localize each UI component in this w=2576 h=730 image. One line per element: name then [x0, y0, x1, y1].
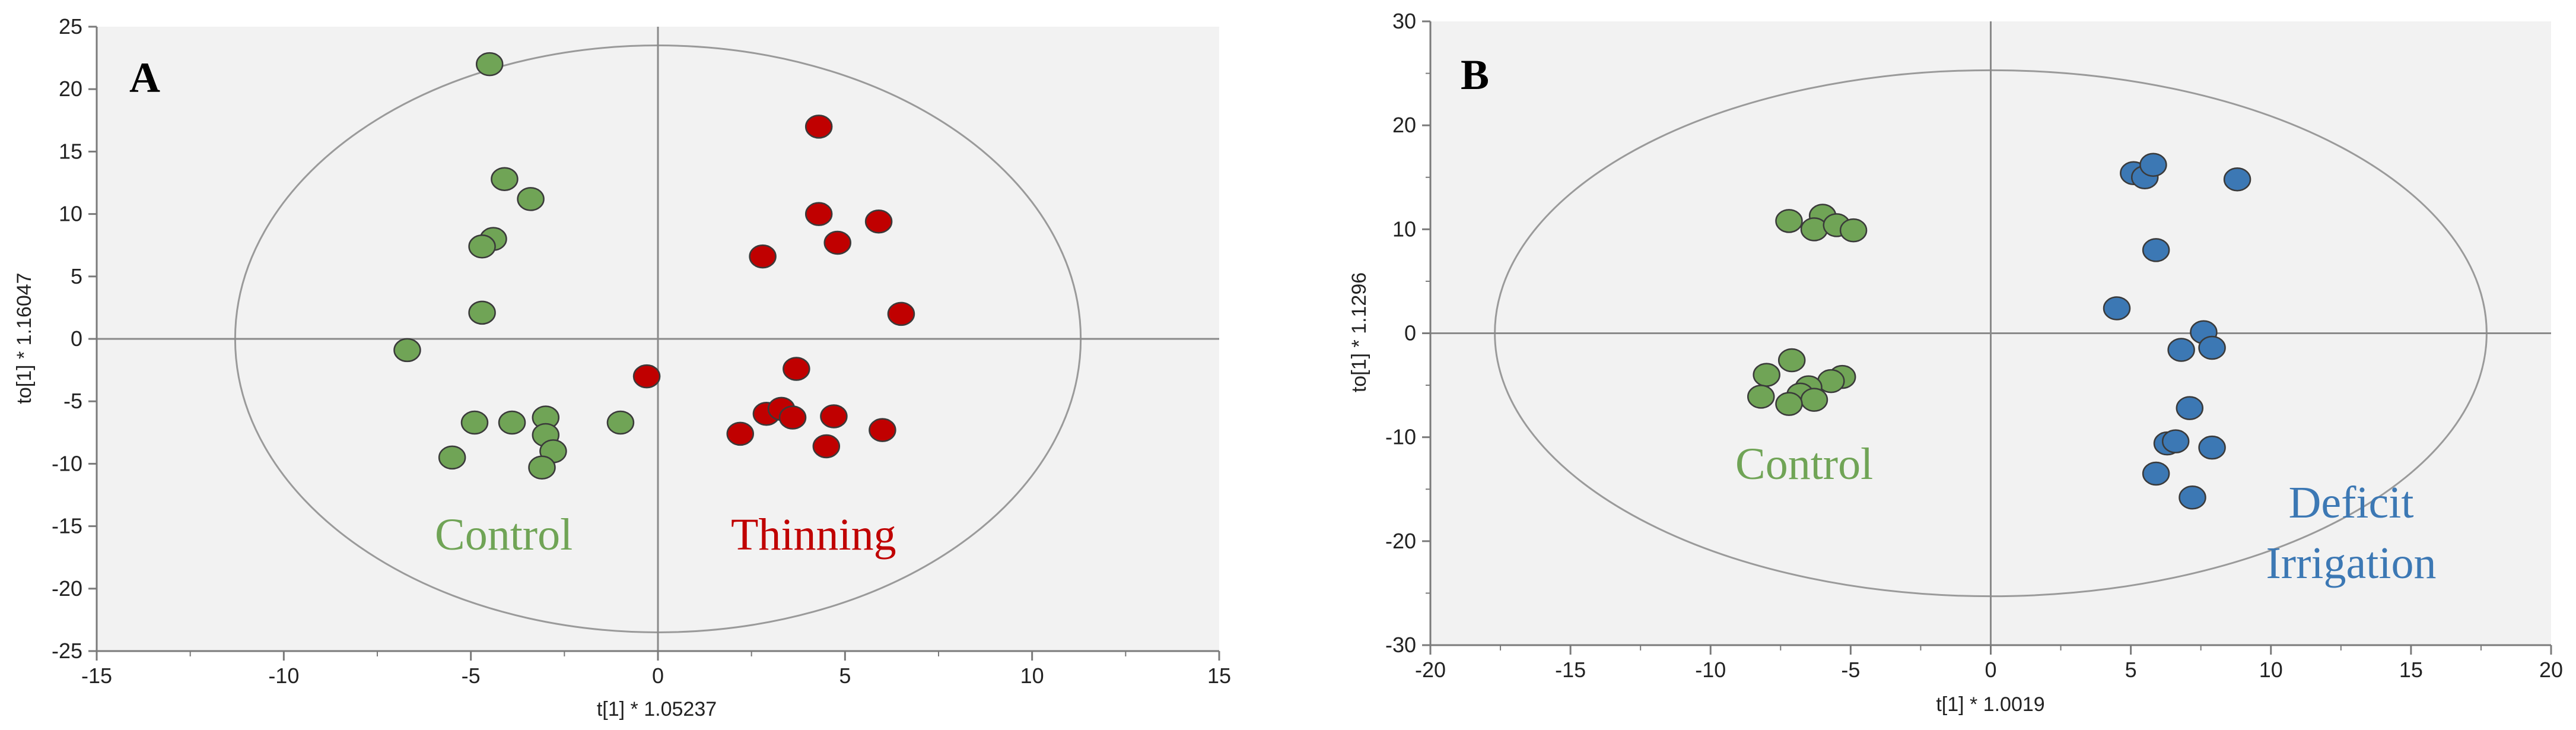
group-label-control: Control — [1735, 439, 1873, 489]
data-point-deficit-irrigation — [2167, 338, 2195, 362]
data-point-control — [468, 234, 496, 259]
x-tick-label: 15 — [2399, 658, 2423, 682]
y-tick-label: -25 — [52, 639, 82, 663]
panel-label: A — [129, 54, 160, 101]
data-point-thinning — [823, 230, 851, 255]
y-tick-label: -10 — [52, 451, 82, 475]
data-point-control — [460, 410, 489, 435]
data-point-control — [606, 410, 635, 435]
x-axis-title: t[1] * 1.05237 — [597, 698, 717, 721]
y-tick-label: -20 — [1385, 529, 1416, 553]
x-tick-label: -15 — [1555, 658, 1586, 682]
data-points — [1747, 153, 2251, 510]
y-tick-label: 20 — [1392, 113, 1416, 137]
data-point-thinning — [726, 421, 754, 446]
data-point-thinning — [887, 301, 915, 326]
data-point-deficit-irrigation — [2198, 335, 2226, 360]
data-point-deficit-irrigation — [2198, 435, 2226, 460]
data-point-control — [1753, 363, 1780, 387]
data-point-deficit-irrigation — [2139, 153, 2167, 177]
y-tick-label: 25 — [59, 14, 82, 39]
data-point-thinning — [632, 364, 661, 389]
group-label-control: Control — [435, 510, 573, 560]
x-tick-label: -15 — [81, 664, 112, 688]
data-point-control — [528, 455, 556, 480]
data-points — [393, 52, 915, 480]
data-point-thinning — [804, 115, 833, 139]
x-tick-label: -20 — [1415, 658, 1446, 682]
data-point-deficit-irrigation — [2179, 485, 2206, 510]
x-tick-label: 5 — [2125, 658, 2137, 682]
y-tick-label: 30 — [1392, 9, 1416, 33]
y-tick-label: -20 — [52, 576, 82, 601]
data-point-deficit-irrigation — [2103, 296, 2131, 320]
y-tick-label: 0 — [71, 326, 82, 351]
data-point-deficit-irrigation — [2142, 461, 2170, 486]
data-point-control — [438, 445, 466, 470]
x-tick-label: -10 — [1695, 658, 1726, 682]
x-tick-label: -10 — [268, 664, 299, 688]
x-tick-label: 15 — [1207, 664, 1231, 688]
data-point-control — [1800, 388, 1828, 412]
y-tick-label: 20 — [59, 77, 82, 101]
y-tick-label: 10 — [59, 202, 82, 226]
data-point-control — [475, 52, 504, 77]
axis-ticks: -15 -10 -5 0 5 10 15 -25 -20 -15 -10 -5 0 5 10 15 20 25 — [52, 14, 1231, 688]
y-tick-label: -10 — [1385, 425, 1416, 449]
y-tick-label: 10 — [1392, 217, 1416, 241]
data-point-thinning — [804, 202, 833, 226]
y-axis-title: to[1] * 1.1296 — [1348, 272, 1370, 392]
data-point-control — [1777, 348, 1806, 373]
data-point-deficit-irrigation — [2142, 238, 2170, 262]
data-point-control — [468, 300, 496, 325]
group-label-thinning: Thinning — [731, 510, 896, 560]
data-point-deficit-irrigation — [2223, 167, 2251, 192]
y-tick-label: 5 — [71, 264, 82, 288]
data-point-control — [1747, 385, 1775, 409]
data-point-control — [491, 167, 519, 191]
y-tick-label: -15 — [52, 514, 82, 538]
y-tick-label: 0 — [1404, 321, 1416, 345]
group-label-deficit: Deficit — [2288, 478, 2413, 528]
data-point-thinning — [812, 434, 841, 459]
data-point-control — [393, 338, 421, 363]
x-tick-label: 20 — [2539, 658, 2563, 682]
panel-a: -15 -10 -5 0 5 10 15 -25 -20 -15 -10 -5 0 5 10 15 20 25 A… — [13, 14, 1231, 721]
data-point-control — [1775, 209, 1803, 233]
x-axis-title: t[1] * 1.0019 — [1936, 693, 2044, 716]
x-tick-label: -5 — [462, 664, 481, 688]
data-point-thinning — [778, 405, 807, 430]
data-point-thinning — [869, 418, 896, 442]
y-tick-label: 15 — [59, 139, 82, 163]
x-tick-label: 5 — [839, 664, 851, 688]
panel-label: B — [1461, 51, 1489, 99]
x-tick-label: 10 — [1020, 664, 1044, 688]
x-tick-label: -5 — [1841, 658, 1860, 682]
y-tick-label: -30 — [1385, 633, 1416, 657]
data-point-deficit-irrigation — [2161, 429, 2190, 453]
y-axis-title: to[1] * 1.16047 — [13, 272, 36, 404]
data-point-control — [1800, 217, 1828, 242]
group-label-irrigation: Irrigation — [2266, 538, 2436, 588]
x-tick-label: 0 — [652, 664, 664, 688]
data-point-control — [1775, 392, 1803, 416]
data-point-thinning — [783, 357, 810, 381]
data-point-control — [517, 187, 545, 211]
data-point-thinning — [820, 404, 848, 429]
data-point-control — [498, 410, 526, 435]
y-tick-label: -5 — [63, 389, 82, 413]
x-tick-label: 10 — [2259, 658, 2283, 682]
data-point-control — [1839, 218, 1868, 243]
data-point-deficit-irrigation — [2176, 396, 2204, 420]
data-point-thinning — [864, 209, 893, 234]
data-point-thinning — [749, 244, 777, 269]
x-tick-label: 0 — [1985, 658, 1996, 682]
